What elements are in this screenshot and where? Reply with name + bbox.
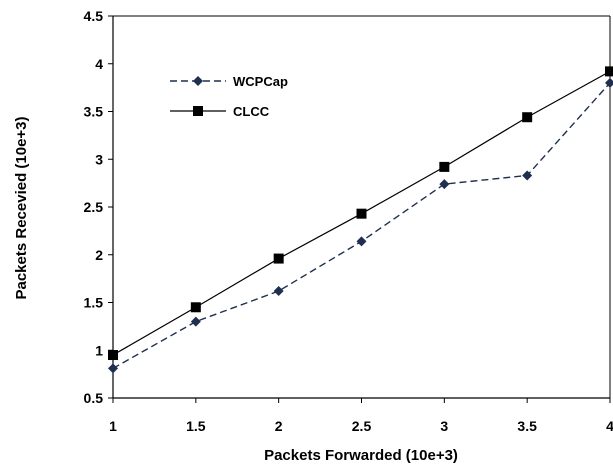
y-tick-label: 3 (95, 151, 103, 167)
y-tick-label: 1 (95, 342, 103, 358)
data-point-wcpcap (522, 170, 533, 181)
data-point-clcc (273, 253, 284, 264)
axis-ticks: 1 1.5 2 2.5 3 3.5 4 0.5 1 1.5 2 2.5 3 3.5 4 4.5 (84, 8, 613, 434)
x-tick-label: 1 (109, 418, 117, 434)
y-tick-label: 4 (95, 56, 103, 72)
data-point-clcc (356, 208, 367, 219)
y-tick-label: 4.5 (84, 8, 104, 24)
data-point-clcc (439, 161, 450, 172)
data-point-clcc (605, 66, 613, 77)
x-axis-title: Packets Forwarded (10e+3) (264, 447, 458, 464)
data-point-wcpcap (190, 316, 201, 327)
series-line-wcpcap (112, 82, 611, 370)
y-axis-title: Packets Recevied (10e+3) (13, 116, 30, 299)
x-tick-label: 2 (275, 418, 283, 434)
legend-label-clcc: CLCC (233, 104, 270, 119)
data-point-clcc (522, 112, 533, 123)
x-tick-label: 3.5 (517, 418, 537, 434)
legend: WCPCap CLCC (170, 74, 288, 119)
data-point-wcpcap (439, 179, 450, 190)
data-point-wcpcap (108, 363, 118, 374)
x-tick-label: 3 (440, 418, 448, 434)
x-tick-label: 1.5 (186, 418, 206, 434)
y-tick-label: 2 (95, 247, 103, 263)
x-tick-label: 2.5 (352, 418, 372, 434)
y-tick-label: 0.5 (84, 390, 104, 406)
y-tick-label: 1.5 (84, 295, 104, 311)
data-point-clcc (190, 302, 201, 313)
legend-marker-wcpcap (193, 76, 203, 86)
x-tick-label: 4 (606, 418, 613, 434)
y-tick-label: 2.5 (84, 199, 104, 215)
y-tick-label: 3.5 (84, 104, 104, 120)
data-point-clcc (108, 350, 118, 361)
data-point-wcpcap (356, 236, 367, 247)
series-layer (108, 66, 613, 374)
plot-area (112, 15, 611, 399)
data-point-wcpcap (605, 77, 613, 88)
legend-label-wcpcap: WCPCap (233, 74, 288, 89)
data-point-wcpcap (273, 286, 284, 297)
legend-marker-clcc (193, 106, 203, 116)
